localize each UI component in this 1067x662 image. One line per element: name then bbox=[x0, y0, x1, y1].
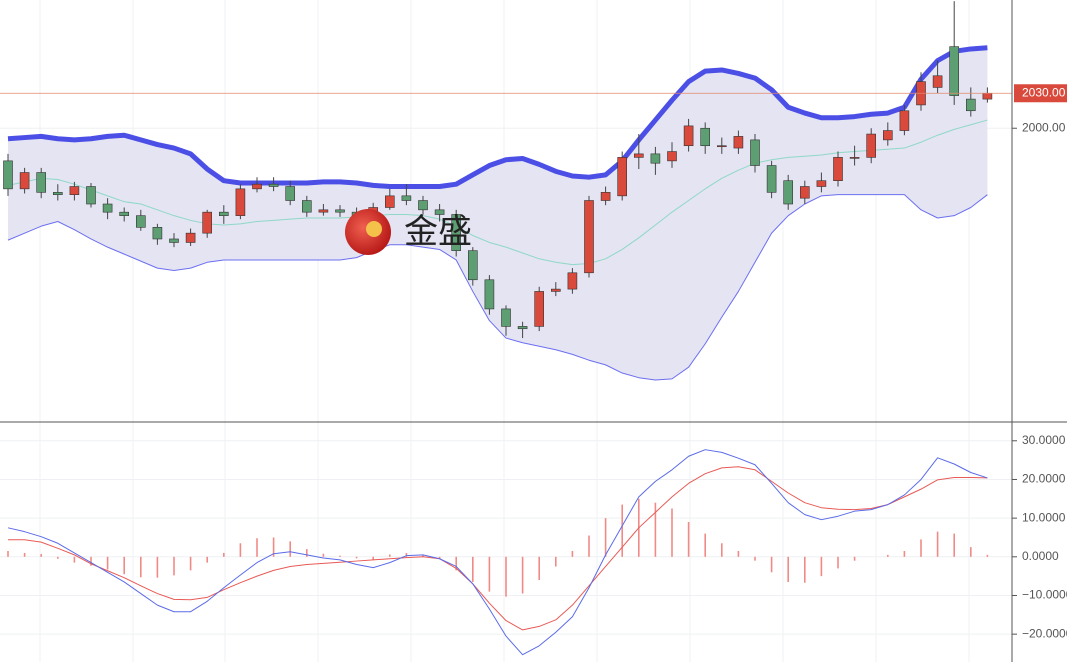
candle-body bbox=[816, 180, 827, 187]
dif-line bbox=[7, 449, 988, 656]
y-tick-label: −20.0000 bbox=[1022, 626, 1067, 640]
y-tick-label: 0.0000 bbox=[1022, 549, 1059, 563]
y-tick-label: 2000.00 bbox=[1022, 120, 1066, 134]
candle-body bbox=[86, 186, 96, 205]
candle-body bbox=[534, 291, 545, 327]
candle-body bbox=[335, 209, 345, 213]
candle-body bbox=[285, 186, 296, 201]
candle-body bbox=[136, 215, 146, 228]
candle-body bbox=[219, 211, 229, 216]
candle-body bbox=[52, 192, 63, 195]
y-tick-label: 30.0000 bbox=[1022, 433, 1066, 447]
current-price-box bbox=[1014, 84, 1067, 103]
candle-body bbox=[833, 157, 843, 181]
candle-body bbox=[19, 172, 30, 190]
middle-band bbox=[7, 119, 988, 266]
candle-body bbox=[169, 238, 179, 243]
lower-band bbox=[7, 194, 988, 381]
candle-body bbox=[152, 227, 163, 240]
watermark: 金盛 bbox=[404, 213, 472, 251]
candle-body bbox=[36, 172, 47, 193]
candle-body bbox=[716, 145, 727, 148]
candle-body bbox=[202, 211, 212, 234]
candle-body bbox=[318, 209, 329, 213]
band-fill bbox=[8, 47, 988, 381]
candle-body bbox=[501, 308, 511, 327]
candle-body bbox=[766, 165, 777, 193]
candle-body bbox=[866, 133, 877, 158]
candle-body bbox=[600, 192, 611, 201]
candle-body bbox=[301, 200, 312, 213]
candle-body bbox=[517, 326, 528, 330]
candle-body bbox=[584, 200, 594, 274]
candle-body bbox=[849, 157, 860, 159]
candle-body bbox=[185, 232, 196, 243]
y-tick-label: −10.0000 bbox=[1022, 588, 1067, 602]
candle-body bbox=[750, 139, 760, 166]
logo: 金盛 bbox=[345, 209, 472, 255]
candle-body bbox=[899, 110, 910, 131]
candle-body bbox=[235, 188, 246, 216]
upper-band bbox=[7, 45, 988, 190]
candle-body bbox=[783, 180, 794, 205]
candle-body bbox=[102, 203, 113, 213]
candle-body bbox=[418, 200, 428, 211]
candle-body bbox=[683, 125, 694, 147]
candle-body bbox=[119, 211, 129, 216]
candle-body bbox=[252, 183, 262, 190]
candle-body bbox=[633, 153, 644, 158]
candle-body bbox=[467, 250, 478, 281]
candle-body bbox=[932, 75, 943, 88]
candle-body bbox=[882, 130, 893, 141]
candle-body bbox=[451, 214, 462, 251]
dea-line bbox=[8, 466, 988, 631]
candle-body bbox=[799, 186, 810, 199]
candle-body bbox=[949, 46, 960, 96]
candle-body bbox=[965, 98, 976, 112]
candle-body bbox=[617, 157, 628, 197]
candle-body bbox=[667, 151, 677, 162]
plot-area bbox=[0, 1, 1012, 656]
candle-body bbox=[434, 209, 445, 215]
candle-body bbox=[982, 92, 993, 100]
candle-body bbox=[69, 186, 80, 195]
candle-body bbox=[3, 160, 13, 190]
current-price-label: 2030.00 bbox=[1022, 85, 1066, 99]
candle-body bbox=[384, 195, 395, 208]
candle-body bbox=[401, 195, 412, 201]
axes: 2000.00 2030.00 30.0000 20.0000 10.0000 0.000… bbox=[1012, 84, 1067, 640]
y-tick-label: 10.0000 bbox=[1022, 510, 1066, 524]
candle-body bbox=[567, 272, 578, 290]
candle-body bbox=[484, 279, 495, 310]
candle-body bbox=[650, 153, 661, 164]
candle-body bbox=[550, 288, 561, 292]
y-tick-label: 20.0000 bbox=[1022, 472, 1066, 486]
candle-body bbox=[733, 136, 744, 149]
candle-body bbox=[700, 127, 711, 147]
candle-body bbox=[268, 183, 279, 187]
